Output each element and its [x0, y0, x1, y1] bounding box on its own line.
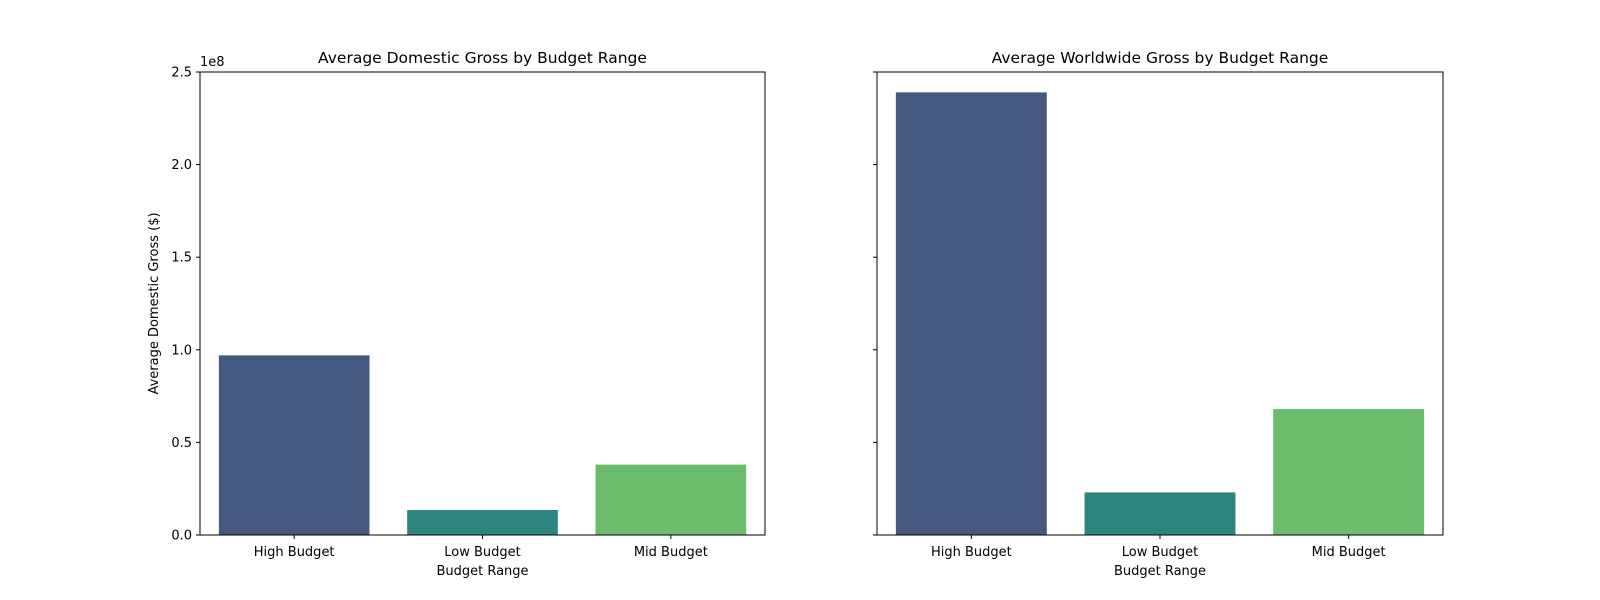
chart-2-xlabel: Budget Range	[1114, 564, 1206, 579]
chart-2-xtick-label-1: High Budget	[931, 545, 1012, 560]
chart-1-xtick-label-3: Mid Budget	[634, 545, 708, 560]
chart-1-title: Average Domestic Gross by Budget Range	[318, 49, 647, 67]
chart-1-y-offset-label: 1e8	[200, 55, 225, 70]
chart-2-bar-3	[1273, 409, 1425, 535]
chart-1-xlabel: Budget Range	[436, 564, 528, 579]
chart-1-bar-2	[407, 509, 558, 535]
chart-2-bar-1	[895, 92, 1047, 535]
chart-1-ytick-label-5: 2.0	[171, 158, 192, 173]
chart-1-ytick-label-1: 0.0	[171, 529, 192, 544]
chart-1-ytick-label-4: 1.5	[171, 251, 192, 266]
chart-2-bar-2	[1084, 492, 1236, 535]
chart-1-xtick-label-2: Low Budget	[444, 545, 521, 560]
chart-1-ytick-label-3: 1.0	[171, 343, 192, 358]
chart-1-ylabel: Average Domestic Gross ($)	[147, 212, 162, 394]
chart-1-bar-3	[595, 464, 747, 535]
chart-2-xtick-label-3: Mid Budget	[1312, 545, 1386, 560]
chart-2-xtick-label-2: Low Budget	[1122, 545, 1199, 560]
chart-1-ytick-label-2: 0.5	[171, 436, 192, 451]
chart-1-ytick-label-6: 2.5	[171, 66, 192, 81]
chart-1-xtick-label-1: High Budget	[254, 545, 335, 560]
chart-2-title: Average Worldwide Gross by Budget Range	[992, 49, 1329, 67]
chart-1-bar-1	[218, 355, 370, 535]
